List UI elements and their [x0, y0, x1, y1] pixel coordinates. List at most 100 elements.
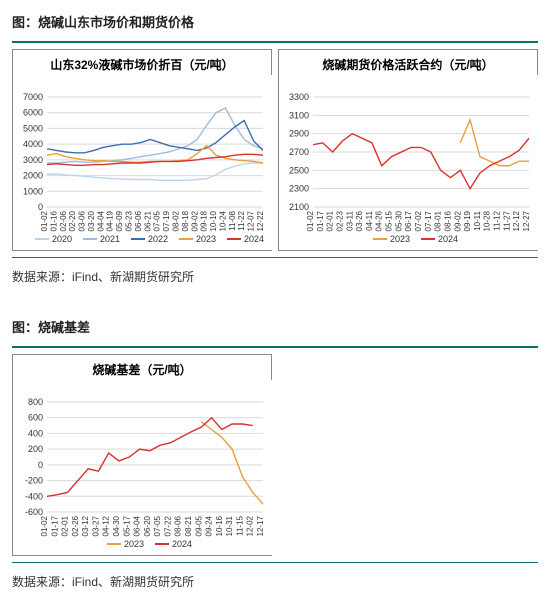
svg-text:11-15: 11-15	[235, 515, 244, 535]
svg-text:2024: 2024	[244, 234, 264, 244]
svg-text:2700: 2700	[289, 147, 309, 157]
section1-charts: 山东32%液碱市场价折百（元/吨） 0100020003000400050006…	[0, 43, 550, 257]
svg-text:01-17: 01-17	[316, 210, 325, 231]
svg-text:09-19: 09-19	[463, 210, 472, 231]
svg-text:06-20: 06-20	[143, 515, 152, 536]
svg-text:2023: 2023	[124, 539, 144, 549]
svg-text:02-01: 02-01	[61, 515, 70, 536]
svg-text:10-11: 10-11	[473, 210, 482, 230]
svg-text:09-02: 09-02	[453, 210, 462, 231]
svg-text:06-17: 06-17	[404, 210, 413, 231]
svg-text:05-30: 05-30	[394, 210, 403, 231]
svg-text:07-22: 07-22	[163, 515, 172, 536]
svg-text:09-18: 09-18	[200, 210, 209, 231]
svg-text:08-21: 08-21	[184, 515, 193, 536]
svg-text:08-02: 08-02	[171, 210, 180, 231]
svg-text:07-05: 07-05	[153, 515, 162, 536]
svg-text:05-23: 05-23	[125, 210, 134, 231]
svg-text:10-31: 10-31	[225, 515, 234, 536]
svg-text:01-17: 01-17	[50, 515, 59, 536]
svg-text:06-04: 06-04	[133, 515, 142, 536]
svg-text:-400: -400	[25, 491, 43, 501]
svg-text:01-02: 01-02	[306, 210, 315, 231]
svg-text:06-21: 06-21	[143, 210, 152, 231]
svg-text:11-12: 11-12	[493, 210, 502, 230]
svg-text:07-05: 07-05	[153, 210, 162, 231]
svg-text:03-20: 03-20	[87, 210, 96, 231]
svg-text:02-26: 02-26	[71, 515, 80, 536]
svg-text:03-11: 03-11	[345, 210, 354, 230]
svg-text:2900: 2900	[289, 129, 309, 139]
svg-text:03-06: 03-06	[78, 210, 87, 231]
svg-text:800: 800	[28, 397, 43, 407]
svg-text:10-10: 10-10	[209, 210, 218, 231]
svg-text:12-02: 12-02	[246, 515, 255, 536]
svg-text:03-26: 03-26	[355, 210, 364, 231]
svg-text:2100: 2100	[289, 202, 309, 212]
svg-text:09-05: 09-05	[194, 515, 203, 536]
svg-text:600: 600	[28, 413, 43, 423]
svg-text:07-02: 07-02	[414, 210, 423, 231]
svg-text:400: 400	[28, 428, 43, 438]
svg-text:3300: 3300	[289, 92, 309, 102]
svg-text:12-17: 12-17	[256, 515, 265, 536]
svg-text:03-27: 03-27	[91, 515, 100, 536]
svg-text:11-08: 11-08	[228, 210, 237, 230]
svg-text:02-06: 02-06	[59, 210, 68, 231]
chart-a-title: 山东32%液碱市场价折百（元/吨）	[13, 50, 271, 75]
svg-text:03-12: 03-12	[81, 515, 90, 536]
svg-text:01-02: 01-02	[40, 210, 49, 231]
svg-text:0: 0	[38, 460, 43, 470]
svg-text:2000: 2000	[23, 171, 43, 181]
svg-text:1000: 1000	[23, 186, 43, 196]
svg-text:01-02: 01-02	[40, 515, 49, 536]
chart-b-svg: 210023002500270029003100330001-0201-1702…	[279, 75, 539, 250]
svg-text:04-19: 04-19	[106, 210, 115, 231]
section1-source: 数据来源：iFind、新湖期货研究所	[0, 258, 550, 305]
svg-text:04-30: 04-30	[112, 515, 121, 536]
chart-c-box: 烧碱基差（元/吨） -600-400-200020040060080001-02…	[12, 354, 272, 556]
svg-text:12-07: 12-07	[247, 210, 256, 231]
svg-text:-200: -200	[25, 476, 43, 486]
svg-text:08-16: 08-16	[443, 210, 452, 231]
svg-text:07-19: 07-19	[162, 210, 171, 231]
svg-text:2023: 2023	[196, 234, 216, 244]
svg-text:2300: 2300	[289, 184, 309, 194]
svg-text:05-17: 05-17	[122, 515, 131, 536]
svg-text:2024: 2024	[438, 234, 458, 244]
svg-text:04-04: 04-04	[96, 210, 105, 231]
svg-text:4000: 4000	[23, 139, 43, 149]
svg-text:05-09: 05-09	[115, 210, 124, 231]
svg-text:10-24: 10-24	[218, 210, 227, 231]
chart-b-box: 烧碱期货价格活跃合约（元/吨） 210023002500270029003100…	[278, 49, 538, 251]
chart-a-svg: 0100020003000400050006000700001-0201-160…	[13, 75, 273, 250]
svg-text:05-15: 05-15	[385, 210, 394, 231]
svg-text:-600: -600	[25, 507, 43, 517]
svg-text:09-02: 09-02	[190, 210, 199, 231]
svg-text:02-01: 02-01	[326, 210, 335, 231]
svg-text:3100: 3100	[289, 110, 309, 120]
svg-text:06-06: 06-06	[134, 210, 143, 231]
svg-text:11-22: 11-22	[237, 210, 246, 230]
svg-text:11-27: 11-27	[502, 210, 511, 230]
svg-text:12-27: 12-27	[522, 210, 531, 231]
chart-a-box: 山东32%液碱市场价折百（元/吨） 0100020003000400050006…	[12, 49, 272, 251]
svg-text:2023: 2023	[390, 234, 410, 244]
svg-text:08-18: 08-18	[181, 210, 190, 231]
svg-text:2024: 2024	[172, 539, 192, 549]
svg-text:12-12: 12-12	[512, 210, 521, 231]
svg-text:10-16: 10-16	[215, 515, 224, 536]
svg-text:08-01: 08-01	[434, 210, 443, 231]
chart-c-svg: -600-400-200020040060080001-0201-1702-01…	[13, 380, 273, 555]
section2-charts: 烧碱基差（元/吨） -600-400-200020040060080001-02…	[0, 348, 550, 562]
section2-title: 图：烧碱基差	[12, 311, 538, 342]
svg-text:04-11: 04-11	[365, 210, 374, 230]
svg-text:04-12: 04-12	[102, 515, 111, 536]
svg-text:09-24: 09-24	[205, 515, 214, 536]
svg-text:2021: 2021	[100, 234, 120, 244]
chart-c-title: 烧碱基差（元/吨）	[13, 355, 271, 380]
svg-text:0: 0	[38, 202, 43, 212]
svg-text:01-16: 01-16	[49, 210, 58, 231]
svg-text:02-20: 02-20	[68, 210, 77, 231]
section1-title: 图：烧碱山东市场价和期货价格	[12, 6, 538, 37]
